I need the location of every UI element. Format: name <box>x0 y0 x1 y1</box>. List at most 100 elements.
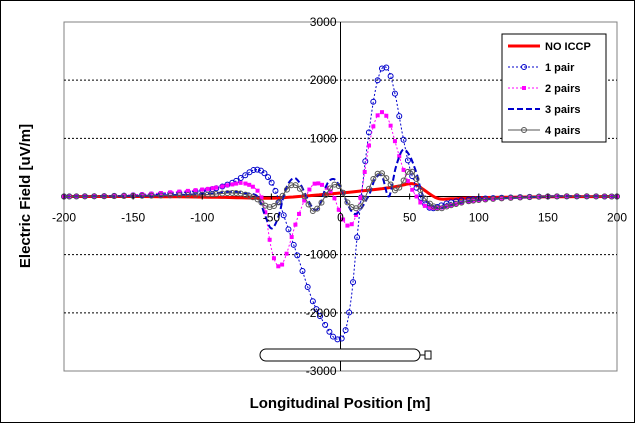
series-point-4 <box>322 191 329 198</box>
series-point-2 <box>431 205 436 210</box>
series-point-4 <box>409 168 416 175</box>
series-point-4 <box>404 168 411 175</box>
series-point-2 <box>491 197 496 202</box>
series-point-1 <box>250 167 257 174</box>
series-point-4 <box>139 192 146 199</box>
series-point-2 <box>238 180 243 185</box>
series-point-1 <box>387 73 394 80</box>
series-point-1 <box>304 283 311 290</box>
series-point-1 <box>322 321 329 328</box>
series-point-2 <box>397 154 402 159</box>
series-point-2 <box>122 193 127 198</box>
series-point-1 <box>404 157 411 164</box>
series-point-2 <box>234 181 239 186</box>
series-point-4 <box>73 193 80 200</box>
series-point-4 <box>417 186 424 193</box>
series-point-4 <box>288 182 295 189</box>
series-point-1 <box>309 298 316 305</box>
legend-marker-4 <box>521 127 527 133</box>
legend-marker-2 <box>522 86 526 90</box>
series-point-2 <box>312 181 317 186</box>
series-point-4 <box>101 193 108 200</box>
x-tick-label: 50 <box>403 211 417 225</box>
series-point-1 <box>294 252 301 259</box>
series-point-2 <box>336 207 341 212</box>
series-point-1 <box>237 174 244 181</box>
series-point-4 <box>357 203 364 210</box>
series-point-1 <box>326 328 333 335</box>
series-point-4 <box>563 193 570 200</box>
series-point-4 <box>184 192 191 199</box>
series-point-4 <box>66 193 73 200</box>
series-point-2 <box>324 185 329 190</box>
series-point-2 <box>418 200 423 205</box>
y-axis-title: Electric Field [uV/m] <box>17 124 34 268</box>
series-point-4 <box>413 176 420 183</box>
series-point-2 <box>280 262 285 267</box>
series-point-2 <box>185 188 190 193</box>
legend-label-1: 1 pair <box>545 62 575 74</box>
series-point-2 <box>341 217 346 222</box>
series-point-1 <box>342 327 349 334</box>
series-point-2 <box>427 205 432 210</box>
series-point-2 <box>471 199 476 204</box>
series-point-4 <box>498 195 505 202</box>
series-point-1 <box>330 333 337 340</box>
series-point-4 <box>387 181 394 188</box>
series-point-1 <box>391 90 398 97</box>
series-point-4 <box>254 196 261 203</box>
series-point-4 <box>270 202 277 209</box>
legend-label-3: 3 pairs <box>545 104 580 116</box>
series-point-2 <box>210 186 215 191</box>
series-point-2 <box>319 182 324 187</box>
legend-label-4: 4 pairs <box>545 125 580 137</box>
series-point-1 <box>354 234 361 241</box>
y-tick-label: -2000 <box>306 306 337 320</box>
series-point-1 <box>285 226 292 233</box>
x-tick-label: 0 <box>337 211 344 225</box>
series-point-2 <box>243 181 248 186</box>
series-point-2 <box>255 188 260 193</box>
series-point-2 <box>375 113 380 118</box>
series-point-4 <box>490 195 497 202</box>
series-point-4 <box>593 193 600 200</box>
series-point-4 <box>213 191 220 198</box>
series-point-2 <box>345 223 350 228</box>
series-point-2 <box>410 187 415 192</box>
series-point-4 <box>400 177 407 184</box>
series-point-2 <box>177 189 182 194</box>
series-point-2 <box>267 237 272 242</box>
series-point-4 <box>344 199 351 206</box>
series-point-2 <box>302 198 307 203</box>
series-point-2 <box>379 110 384 115</box>
series-point-1 <box>374 77 381 84</box>
series-point-2 <box>220 184 225 189</box>
series-point-4 <box>81 193 88 200</box>
series-point-4 <box>91 193 98 200</box>
series-point-4 <box>453 201 460 208</box>
legend-marker-1 <box>521 64 527 70</box>
series-point-4 <box>229 189 236 196</box>
series-point-1 <box>268 179 275 186</box>
series-point-4 <box>246 192 253 199</box>
series-point-4 <box>318 199 325 206</box>
series-point-4 <box>279 192 286 199</box>
series-point-2 <box>401 167 406 172</box>
series-point-2 <box>289 235 294 240</box>
series-point-4 <box>192 191 199 198</box>
series-point-1 <box>317 313 324 320</box>
series-point-4 <box>573 193 580 200</box>
series-point-1 <box>334 336 341 343</box>
series-point-2 <box>371 124 376 129</box>
series-point-2 <box>293 222 298 227</box>
series-point-2 <box>307 187 312 192</box>
series-point-2 <box>214 185 219 190</box>
series-point-4 <box>305 201 312 208</box>
series-point-2 <box>384 113 389 118</box>
series-point-4 <box>283 186 290 193</box>
series-point-4 <box>327 185 334 192</box>
x-tick-label: -50 <box>263 211 281 225</box>
series-point-1 <box>383 64 390 71</box>
series-point-1 <box>299 268 306 275</box>
series-point-2 <box>140 192 145 197</box>
